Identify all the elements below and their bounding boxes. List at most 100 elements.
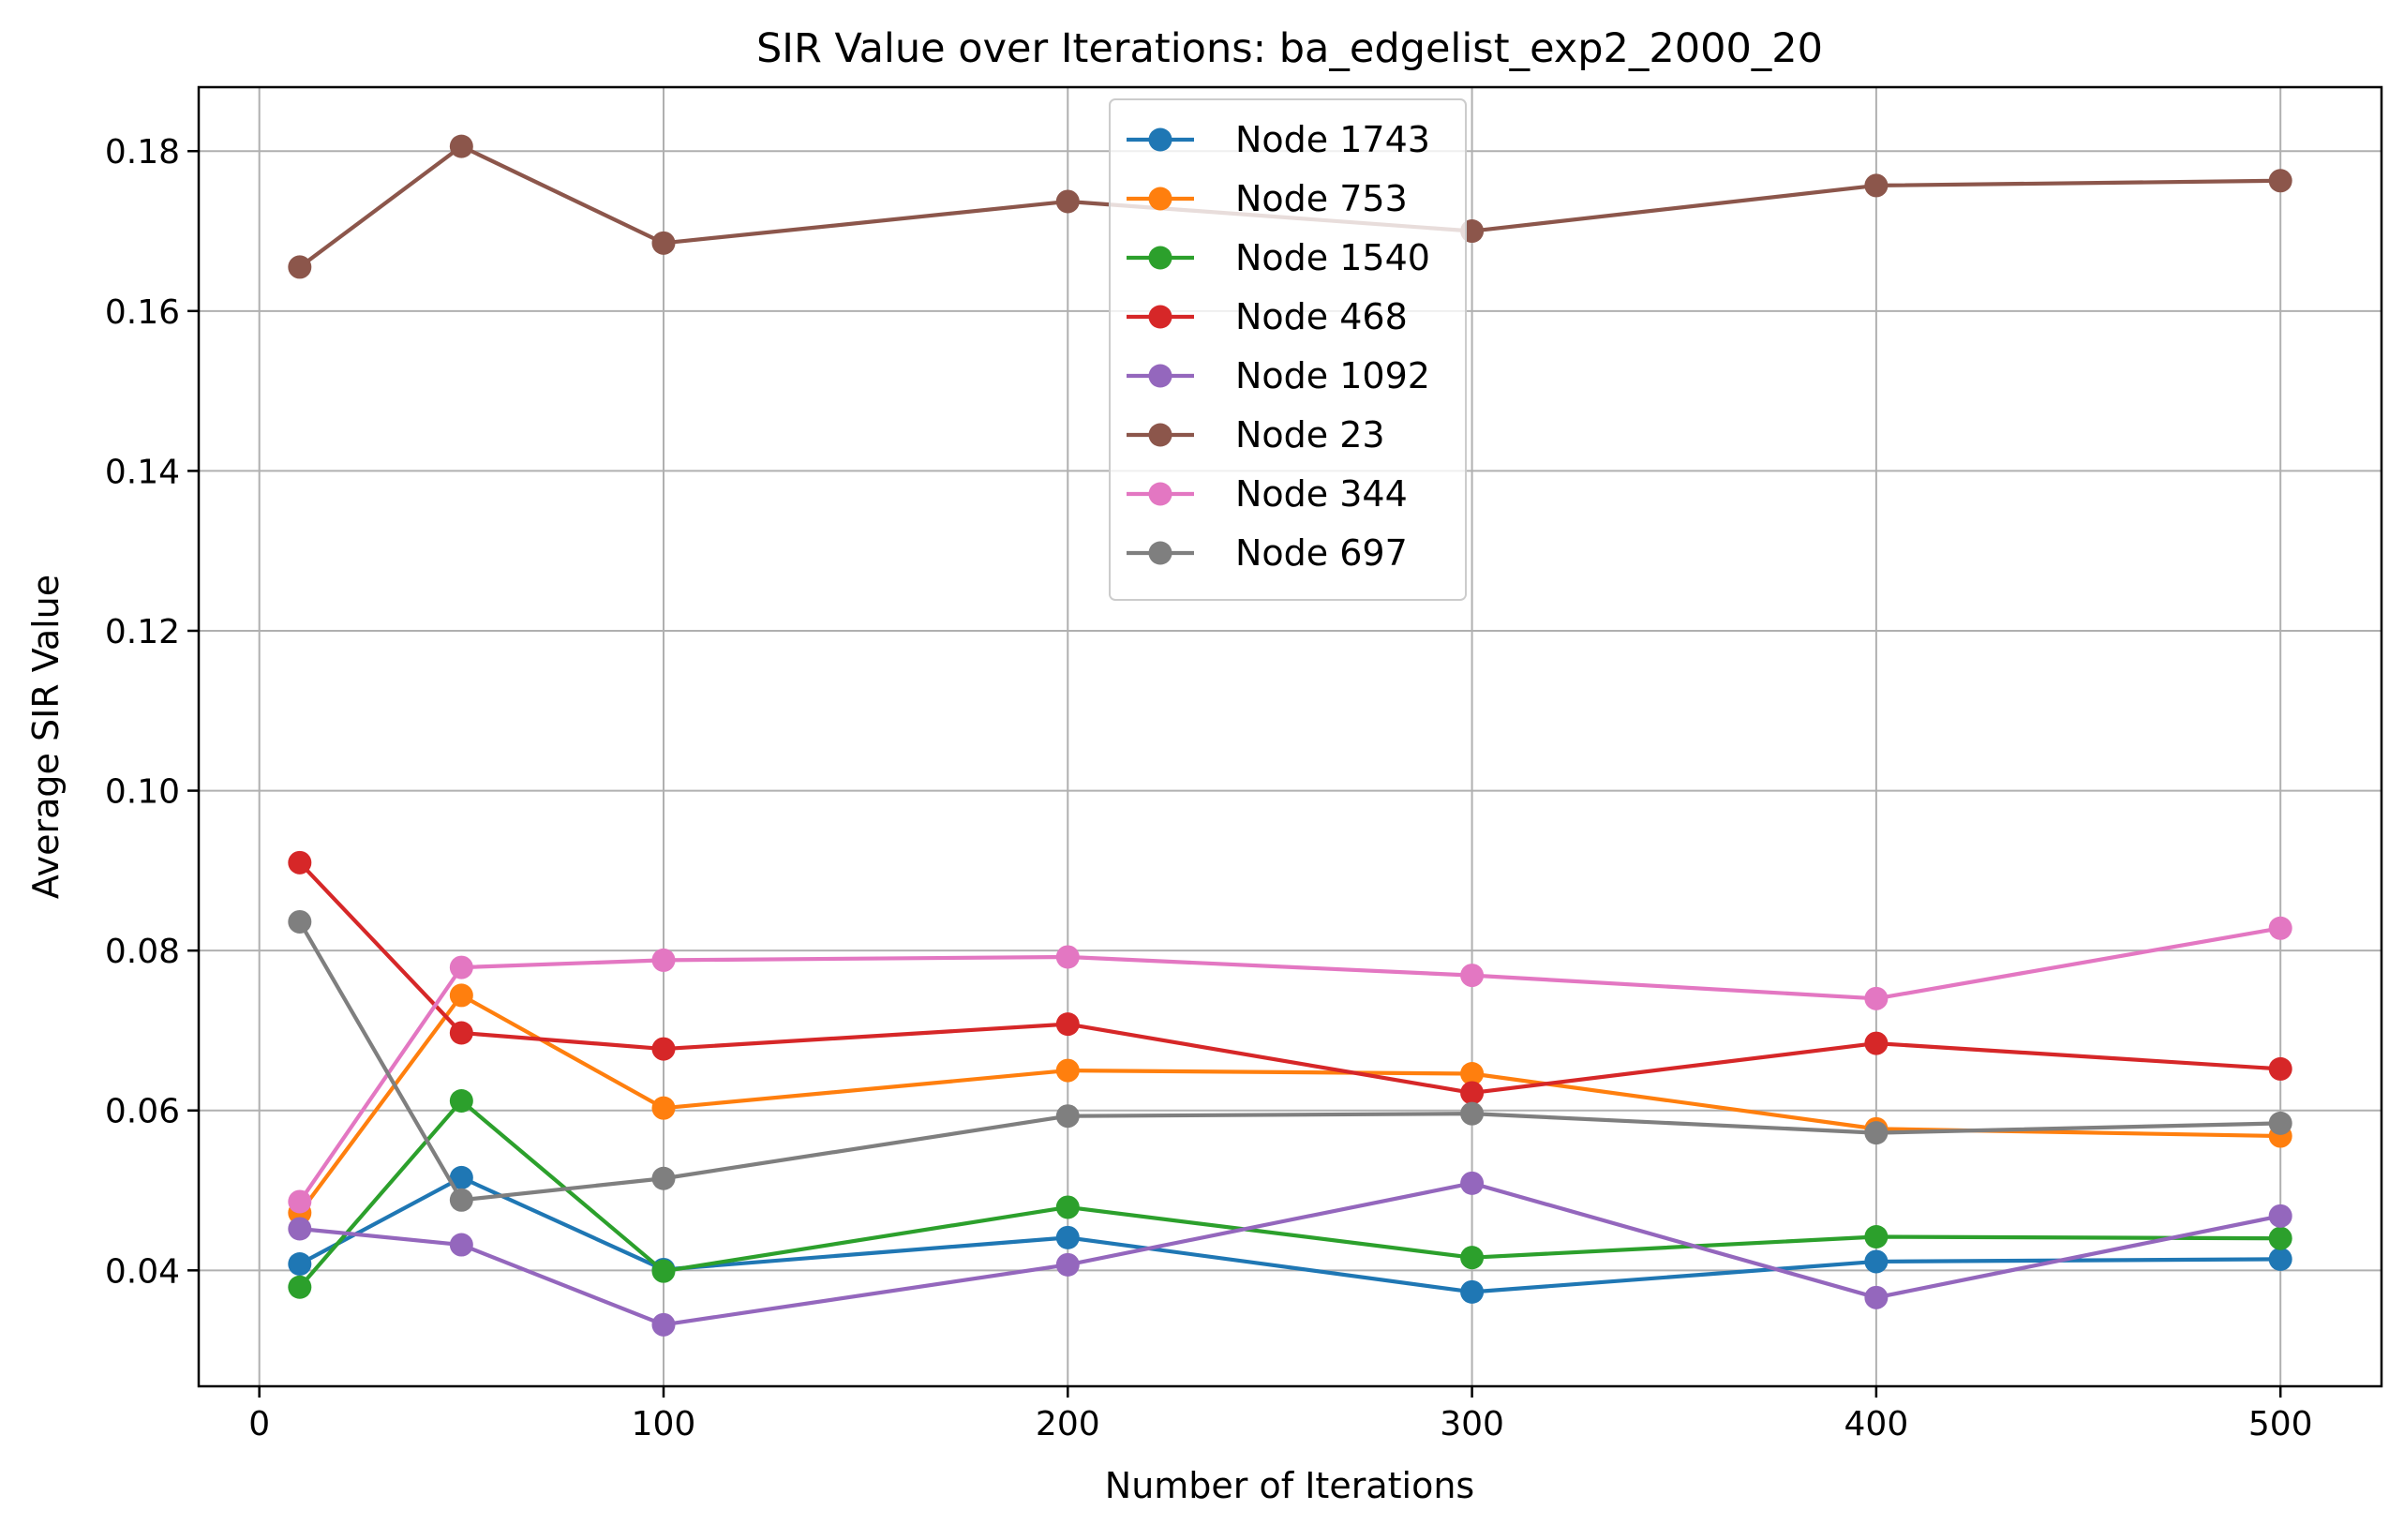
y-axis-ticks: 0.04 0.06 0.08 0.10 0.12 0.14 0.16 0.18	[105, 133, 199, 1291]
legend-label: Node 23	[1235, 414, 1385, 456]
data-point	[449, 983, 473, 1008]
legend-marker	[1148, 127, 1172, 152]
x-tick-label: 300	[1440, 1405, 1504, 1443]
data-point	[651, 1259, 676, 1283]
legend-label: Node 697	[1235, 532, 1408, 574]
data-point	[288, 1252, 312, 1277]
legend-item[interactable]: Node 1743	[1127, 119, 1430, 160]
x-axis-ticks: 0 100 200 300 400 500	[248, 1386, 2313, 1443]
y-tick-label: 0.12	[105, 613, 180, 651]
plot-frame	[197, 85, 2383, 1388]
data-point	[2268, 1226, 2292, 1250]
data-point	[651, 1312, 676, 1337]
data-point	[449, 134, 473, 158]
legend-marker	[1148, 364, 1172, 388]
data-point	[449, 1089, 473, 1114]
series-node-468	[288, 850, 2292, 1105]
data-point	[449, 955, 473, 979]
legend-box	[1109, 98, 1467, 601]
data-point	[1055, 189, 1080, 214]
data-point	[1055, 1104, 1080, 1129]
data-point	[449, 1021, 473, 1045]
legend-label: Node 344	[1235, 473, 1408, 515]
x-axis-label: Number of Iterations	[1105, 1465, 1474, 1506]
series-node-1092	[288, 1171, 2292, 1337]
data-point	[2268, 1204, 2292, 1228]
data-point	[1460, 1171, 1485, 1195]
legend-item[interactable]: Node 753	[1127, 178, 1408, 219]
data-point	[651, 1096, 676, 1120]
data-point	[2268, 1247, 2292, 1271]
series-layer	[288, 134, 2292, 1337]
data-point	[1864, 1121, 1889, 1145]
data-point	[1055, 1058, 1080, 1083]
series-node-697	[288, 909, 2292, 1212]
legend-item[interactable]: Node 23	[1127, 414, 1385, 456]
x-tick-label: 100	[632, 1405, 696, 1443]
data-point	[288, 909, 312, 934]
data-point	[449, 1188, 473, 1212]
data-point	[2268, 1111, 2292, 1135]
x-tick-label: 500	[2248, 1405, 2313, 1443]
data-point	[651, 1166, 676, 1190]
legend-marker	[1148, 246, 1172, 270]
legend-marker	[1148, 423, 1172, 447]
data-point	[288, 255, 312, 279]
legend-label: Node 1540	[1235, 237, 1430, 278]
data-point	[449, 1165, 473, 1189]
series-node-1540	[288, 1089, 2292, 1299]
data-point	[1460, 1279, 1485, 1304]
legend-marker	[1148, 541, 1172, 565]
y-tick-label: 0.06	[105, 1093, 180, 1131]
data-point	[651, 1037, 676, 1061]
data-point	[1864, 173, 1889, 198]
y-tick-label: 0.16	[105, 293, 180, 332]
data-point	[1460, 1081, 1485, 1105]
data-point	[288, 850, 312, 875]
y-tick-label: 0.18	[105, 133, 180, 172]
data-point	[288, 1275, 312, 1299]
data-point	[288, 1217, 312, 1241]
data-point	[1460, 964, 1485, 988]
legend[interactable]: Node 1743 Node 753 Node 1540 Node 468 Node 1…	[1109, 98, 1467, 601]
data-point	[2268, 169, 2292, 193]
legend-item[interactable]: Node 1092	[1127, 355, 1430, 396]
y-tick-label: 0.10	[105, 773, 180, 812]
data-point	[1460, 1062, 1485, 1086]
data-point	[1864, 1225, 1889, 1249]
data-point	[1864, 1285, 1889, 1309]
legend-label: Node 1092	[1235, 355, 1430, 396]
legend-marker	[1148, 482, 1172, 506]
series-node-23	[288, 134, 2292, 279]
legend-item[interactable]: Node 697	[1127, 532, 1408, 574]
data-point	[651, 948, 676, 972]
x-tick-label: 0	[248, 1405, 270, 1443]
data-point	[1055, 1252, 1080, 1277]
data-point	[1460, 1246, 1485, 1270]
chart-title: SIR Value over Iterations: ba_edgelist_e…	[756, 25, 1823, 72]
x-tick-label: 200	[1036, 1405, 1100, 1443]
legend-label: Node 753	[1235, 178, 1408, 219]
legend-marker	[1148, 187, 1172, 211]
data-point	[1055, 945, 1080, 969]
data-point	[2268, 1056, 2292, 1081]
y-tick-label: 0.08	[105, 933, 180, 971]
data-point	[651, 231, 676, 255]
legend-marker	[1148, 305, 1172, 329]
data-point	[1864, 986, 1889, 1010]
series-node-344	[288, 916, 2292, 1214]
legend-item[interactable]: Node 1540	[1127, 237, 1430, 278]
data-point	[2268, 916, 2292, 940]
legend-label: Node 468	[1235, 296, 1408, 337]
legend-label: Node 1743	[1235, 119, 1430, 160]
y-tick-label: 0.04	[105, 1252, 180, 1291]
data-point	[1864, 1249, 1889, 1274]
y-tick-label: 0.14	[105, 453, 180, 491]
legend-item[interactable]: Node 468	[1127, 296, 1408, 337]
data-point	[1055, 1195, 1080, 1219]
legend-item[interactable]: Node 344	[1127, 473, 1408, 515]
data-point	[1864, 1031, 1889, 1055]
data-point	[1055, 1225, 1080, 1249]
